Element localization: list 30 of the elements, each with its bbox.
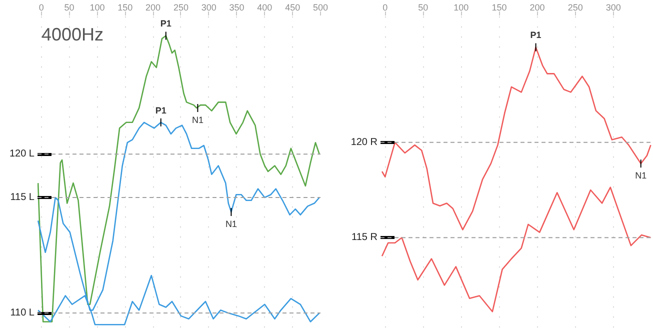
ref-line-label: 115 L (10, 192, 35, 203)
annotation: N1 (225, 218, 237, 229)
annotation: P1 (155, 105, 166, 116)
annotation: N1 (635, 170, 647, 181)
ref-line-label: 120 R (350, 136, 378, 148)
x-tick-label: 250 (568, 2, 583, 12)
ref-line-label: 110 L (10, 308, 35, 319)
x-tick-label: 500 (312, 2, 328, 12)
x-tick-label: 450 (285, 2, 300, 12)
annotation: P1 (160, 18, 172, 29)
x-tick-label: 0 (38, 2, 44, 12)
x-tick-label: 100 (90, 2, 105, 12)
x-tick-label: 350 (229, 2, 244, 12)
x-tick-label: 250 (173, 2, 188, 12)
annotation: P1 (530, 30, 542, 40)
annotation: N1 (192, 114, 204, 125)
x-tick-label: 50 (64, 2, 74, 12)
x-tick-label: 150 (492, 2, 507, 12)
chart-title: 4000Hz (42, 24, 104, 44)
x-tick-label: 100 (454, 2, 469, 12)
ref-line-label: 120 L (9, 148, 35, 160)
x-tick-label: 50 (418, 2, 428, 12)
x-tick-label: 200 (146, 2, 161, 12)
x-tick-label: 300 (201, 2, 216, 12)
ref-line-label: 115 R (352, 232, 378, 244)
x-tick-label: 300 (606, 2, 621, 12)
x-tick-label: 200 (530, 2, 545, 12)
x-tick-label: 400 (257, 2, 272, 12)
x-tick-label: 0 (382, 2, 388, 12)
x-tick-label: 150 (118, 2, 133, 12)
